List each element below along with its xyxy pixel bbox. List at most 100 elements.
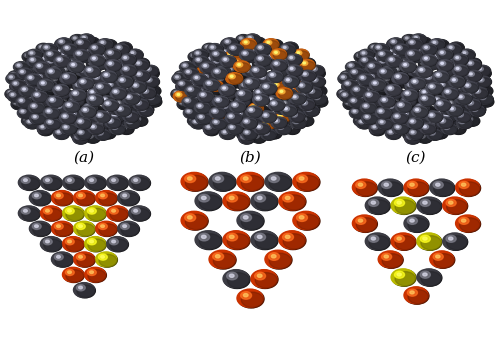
Circle shape	[454, 126, 457, 128]
Circle shape	[68, 43, 74, 48]
Circle shape	[42, 176, 62, 190]
Circle shape	[44, 177, 52, 183]
Circle shape	[226, 78, 240, 88]
Circle shape	[410, 119, 423, 129]
Circle shape	[62, 206, 84, 221]
Circle shape	[255, 44, 270, 55]
Circle shape	[285, 78, 292, 82]
Circle shape	[312, 78, 318, 82]
Circle shape	[186, 71, 190, 73]
Circle shape	[421, 105, 434, 115]
Circle shape	[212, 96, 228, 107]
Circle shape	[404, 81, 414, 89]
Circle shape	[476, 68, 491, 79]
Circle shape	[237, 172, 263, 190]
Circle shape	[361, 51, 374, 60]
Circle shape	[27, 82, 30, 84]
Circle shape	[84, 124, 98, 134]
Circle shape	[270, 41, 283, 50]
Circle shape	[24, 80, 38, 89]
Circle shape	[212, 111, 225, 119]
Circle shape	[373, 86, 386, 95]
Circle shape	[306, 107, 319, 116]
Circle shape	[426, 129, 442, 140]
Circle shape	[212, 68, 228, 78]
Circle shape	[408, 129, 424, 140]
Circle shape	[227, 117, 241, 127]
Circle shape	[236, 89, 252, 101]
Circle shape	[78, 53, 93, 63]
Circle shape	[258, 196, 262, 199]
Circle shape	[377, 82, 390, 91]
Circle shape	[146, 69, 152, 74]
Circle shape	[450, 90, 456, 94]
Circle shape	[132, 81, 137, 86]
Circle shape	[268, 55, 280, 63]
Circle shape	[142, 106, 145, 108]
Circle shape	[24, 111, 36, 119]
Circle shape	[133, 60, 148, 70]
Circle shape	[25, 92, 31, 96]
Circle shape	[370, 73, 381, 81]
Circle shape	[356, 80, 370, 90]
Circle shape	[36, 72, 50, 82]
Circle shape	[48, 59, 54, 63]
Circle shape	[33, 193, 50, 205]
Circle shape	[84, 124, 98, 133]
Circle shape	[434, 122, 440, 126]
Circle shape	[188, 109, 202, 120]
Circle shape	[452, 65, 468, 76]
Circle shape	[234, 61, 250, 72]
Circle shape	[142, 77, 148, 81]
Circle shape	[418, 94, 434, 105]
Circle shape	[185, 85, 200, 96]
Circle shape	[51, 120, 65, 130]
Circle shape	[302, 78, 314, 86]
Circle shape	[229, 80, 241, 88]
Circle shape	[108, 119, 120, 128]
Circle shape	[84, 117, 90, 121]
Circle shape	[470, 61, 472, 62]
Circle shape	[123, 111, 129, 115]
Circle shape	[237, 211, 263, 229]
Circle shape	[436, 54, 450, 64]
Circle shape	[88, 124, 104, 134]
Circle shape	[190, 118, 206, 129]
Circle shape	[220, 48, 234, 58]
Circle shape	[30, 104, 37, 108]
Circle shape	[454, 50, 460, 54]
Circle shape	[459, 181, 469, 188]
Circle shape	[190, 91, 203, 101]
Circle shape	[67, 120, 81, 129]
Circle shape	[121, 109, 135, 119]
Circle shape	[407, 82, 414, 87]
Circle shape	[212, 58, 226, 68]
Circle shape	[184, 175, 196, 183]
Circle shape	[256, 272, 278, 288]
Circle shape	[81, 69, 84, 71]
Circle shape	[140, 95, 146, 99]
Circle shape	[476, 90, 478, 92]
Circle shape	[114, 44, 130, 55]
Circle shape	[114, 120, 129, 130]
Circle shape	[445, 65, 451, 69]
Circle shape	[210, 109, 224, 119]
Circle shape	[446, 65, 458, 73]
Circle shape	[266, 120, 280, 130]
Circle shape	[228, 45, 244, 55]
Circle shape	[196, 192, 222, 211]
Circle shape	[80, 54, 86, 58]
Circle shape	[58, 41, 61, 43]
Circle shape	[297, 114, 300, 116]
Circle shape	[226, 123, 242, 134]
Circle shape	[357, 118, 360, 120]
Circle shape	[88, 123, 104, 134]
Circle shape	[88, 269, 96, 276]
Circle shape	[58, 58, 60, 60]
Circle shape	[271, 55, 284, 64]
Circle shape	[246, 70, 259, 79]
Circle shape	[280, 82, 292, 91]
Circle shape	[452, 74, 466, 85]
Circle shape	[186, 66, 189, 68]
Circle shape	[26, 85, 40, 95]
